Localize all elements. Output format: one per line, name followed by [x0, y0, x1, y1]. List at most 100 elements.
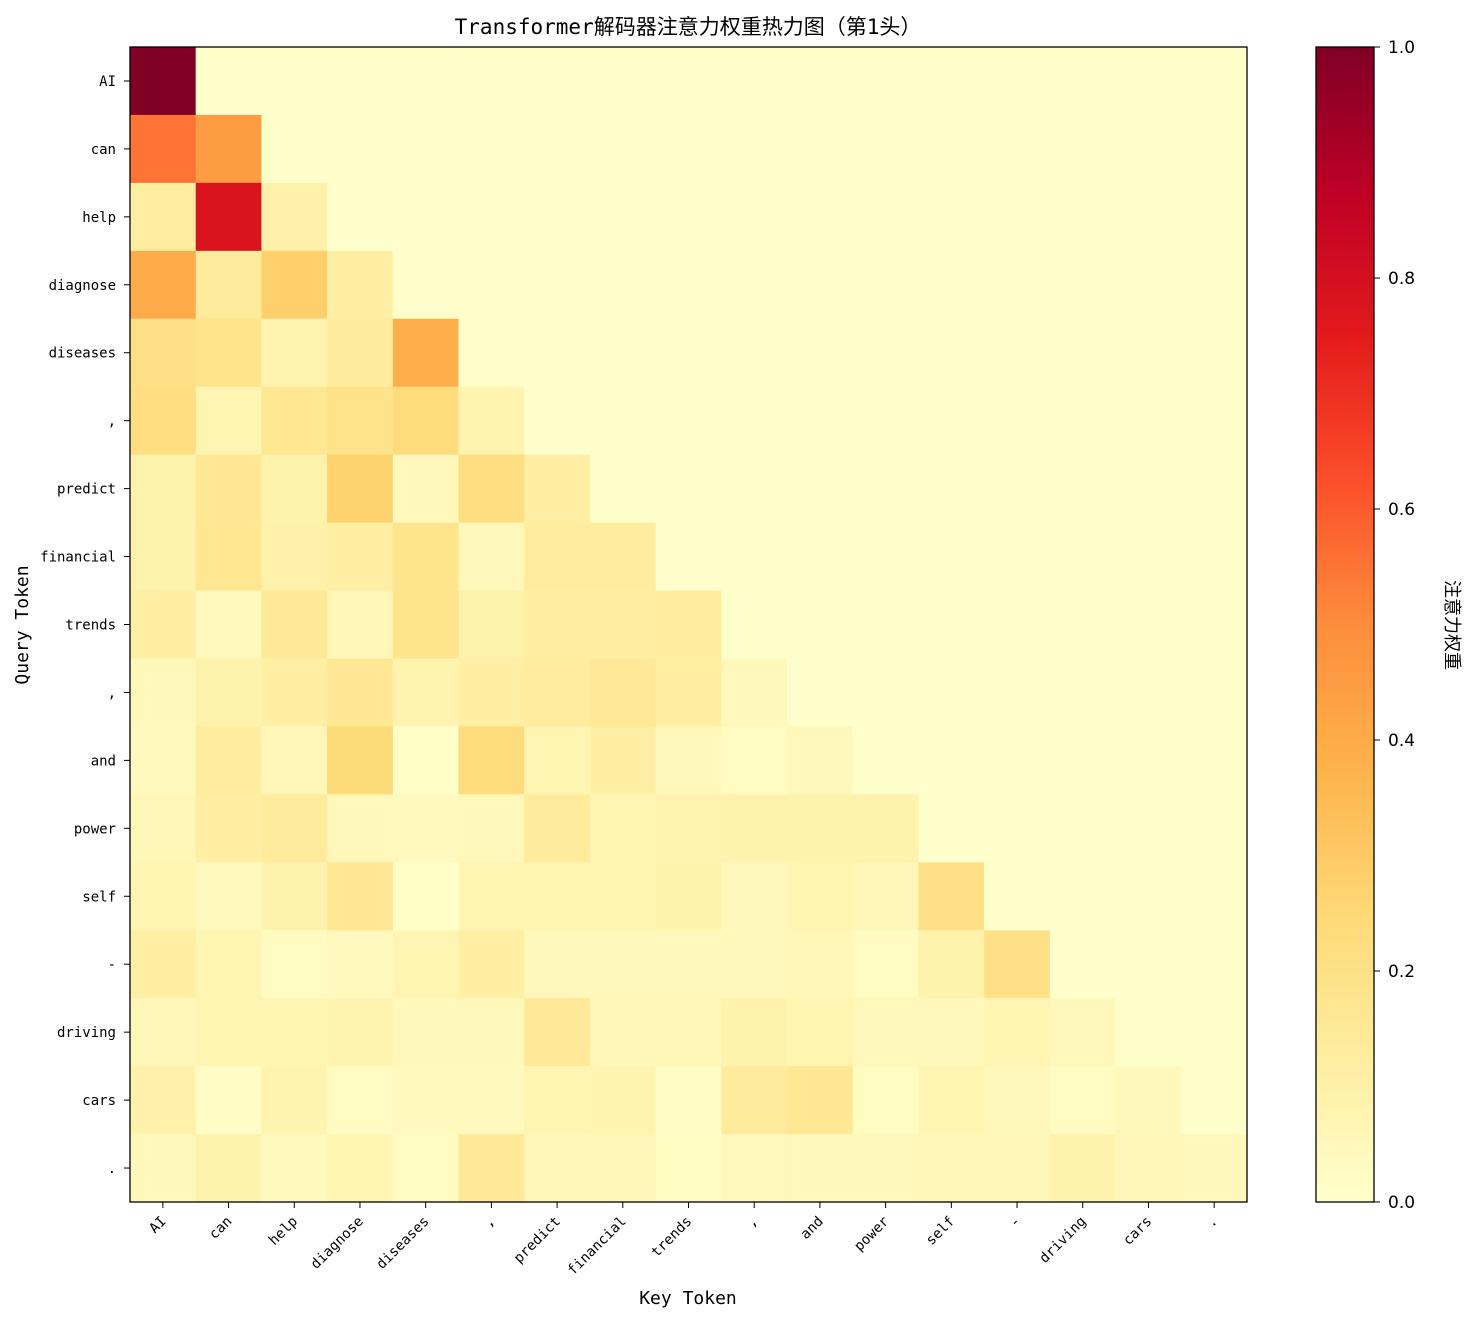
heatmap-cell [524, 862, 591, 931]
x-tick-label: self [923, 1214, 958, 1249]
x-tick-label: - [1007, 1214, 1024, 1231]
heatmap-cell [1049, 454, 1117, 524]
heatmap-cell [589, 114, 657, 184]
x-tick-label: . [1204, 1214, 1221, 1231]
heatmap-cell [1049, 998, 1117, 1067]
heatmap-cell [327, 1134, 394, 1203]
colorbar-ticks: 0.0 0.2 0.4 0.6 0.8 1.0 [1374, 38, 1415, 1213]
heatmap-cell [984, 182, 1051, 252]
heatmap-cell [589, 726, 657, 795]
heatmap-cell [524, 386, 591, 456]
heatmap-cell [721, 658, 788, 728]
heatmap-cell [130, 114, 197, 184]
colorbar-tick-label: 1.0 [1388, 38, 1415, 58]
heatmap-cell [984, 1134, 1051, 1203]
heatmap-cell [918, 590, 985, 660]
heatmap-cell [852, 522, 920, 592]
heatmap-cell [984, 930, 1051, 999]
heatmap-cell [787, 250, 854, 320]
heatmap-cell [721, 47, 788, 116]
x-axis-label: Key Token [639, 1288, 737, 1309]
heatmap-cell [787, 794, 854, 863]
heatmap-cell [327, 182, 394, 252]
heatmap-cell [918, 726, 985, 795]
y-tick-label: trends [65, 618, 116, 634]
heatmap-cell [852, 454, 920, 524]
heatmap-cell [327, 658, 394, 728]
heatmap-cell [392, 998, 460, 1067]
x-tick-label: financial [565, 1214, 630, 1279]
heatmap-cell [918, 454, 985, 524]
heatmap-cell [392, 182, 460, 252]
heatmap-cell [1115, 726, 1182, 795]
heatmap-cell [655, 47, 722, 116]
heatmap-cell [130, 862, 197, 931]
heatmap-cell [261, 998, 328, 1067]
heatmap-cell [918, 862, 985, 931]
x-tick-label: diagnose [308, 1214, 367, 1273]
heatmap-cell [327, 590, 394, 660]
heatmap-cell [1115, 386, 1182, 456]
heatmap-cell [458, 1134, 525, 1203]
x-tick-label: trends [648, 1214, 695, 1261]
heatmap-cell [458, 590, 525, 660]
heatmap-cell [787, 454, 854, 524]
heatmap-cell [261, 590, 328, 660]
heatmap-cell [1049, 250, 1117, 320]
heatmap-cell [195, 658, 263, 728]
y-tick-label: AI [99, 74, 116, 90]
heatmap-cell [524, 454, 591, 524]
heatmap-cell [392, 590, 460, 660]
heatmap-frame [129, 46, 1248, 1203]
heatmap-cell [589, 47, 657, 116]
heatmap-cell [655, 114, 722, 184]
x-tick-label: can [206, 1214, 235, 1243]
heatmap-cell [984, 522, 1051, 592]
heatmap-cell [1115, 658, 1182, 728]
heatmap-cell [458, 182, 525, 252]
heatmap-cell [261, 1066, 328, 1135]
heatmap-cell [524, 794, 591, 863]
heatmap-cell [721, 250, 788, 320]
heatmap-cell [195, 318, 263, 388]
x-tick-label: , [481, 1214, 498, 1231]
heatmap-cell [130, 726, 197, 795]
heatmap-cell [458, 47, 525, 116]
heatmap-cell [261, 47, 328, 116]
heatmap-cell [984, 794, 1051, 863]
heatmap-cell [458, 726, 525, 795]
heatmap-cell [984, 114, 1051, 184]
heatmap-cell [130, 47, 197, 116]
heatmap-cell [918, 1066, 985, 1135]
heatmap-cell [524, 658, 591, 728]
heatmap-cell [195, 794, 263, 863]
heatmap-cell [787, 182, 854, 252]
heatmap-cell [130, 386, 197, 456]
heatmap-cell [655, 590, 722, 660]
heatmap-cell [787, 1134, 854, 1203]
heatmap-cell [392, 862, 460, 931]
colorbar-tick-label: 0.8 [1388, 269, 1415, 289]
heatmap-cell [195, 1134, 263, 1203]
heatmap-cell [1049, 318, 1117, 388]
heatmap-cell [589, 318, 657, 388]
heatmap-cell [392, 114, 460, 184]
heatmap-cell [1181, 1134, 1248, 1203]
heatmap-cell [261, 862, 328, 931]
heatmap-cell [852, 318, 920, 388]
heatmap-cell [1181, 454, 1248, 524]
heatmap-cell [1115, 1134, 1182, 1203]
heatmap-cell [721, 522, 788, 592]
heatmap-cell [984, 726, 1051, 795]
heatmap-cell [327, 998, 394, 1067]
heatmap-cell [852, 998, 920, 1067]
heatmap-cell [1049, 726, 1117, 795]
colorbar-label: 注意力权重 [1441, 580, 1462, 670]
heatmap-cell [392, 794, 460, 863]
heatmap-cell [261, 250, 328, 320]
heatmap-cell [655, 930, 722, 999]
heatmap-cell [589, 250, 657, 320]
heatmap-cell [1049, 794, 1117, 863]
heatmap-cell [261, 1134, 328, 1203]
x-tick-label: driving [1037, 1214, 1090, 1267]
